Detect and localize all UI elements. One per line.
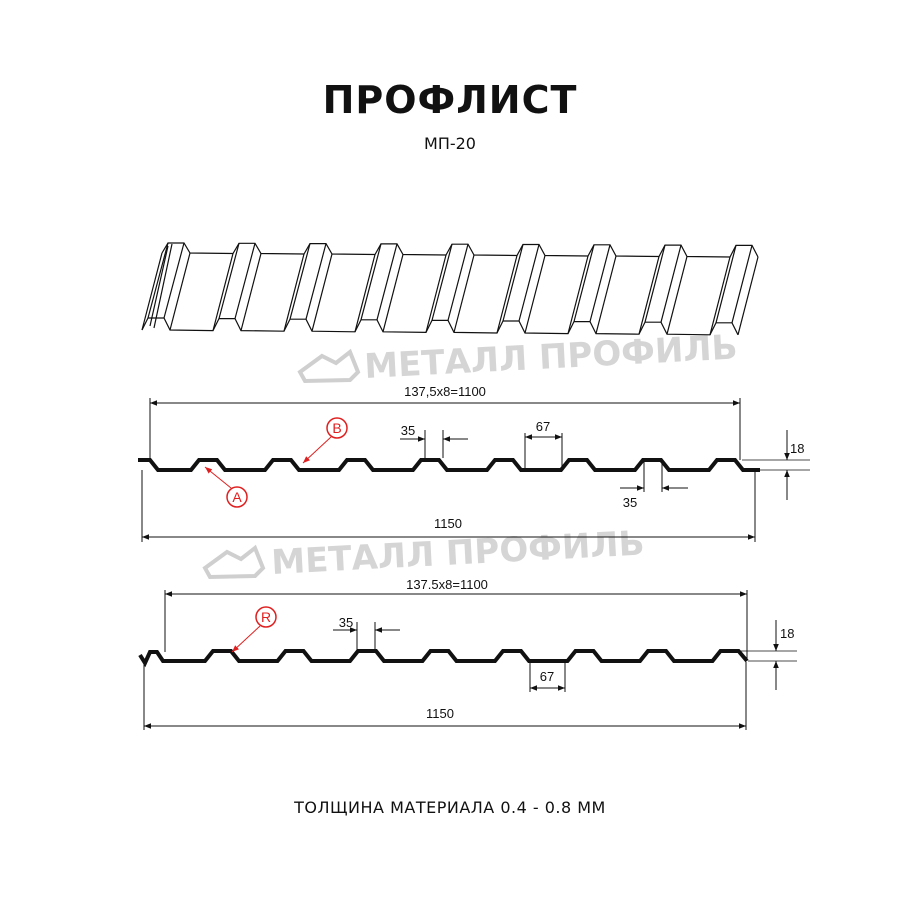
- marker-r: [255, 606, 277, 628]
- sheet-rib-line: [283, 253, 305, 332]
- sheet-3d-view: [141, 242, 759, 336]
- sheet-rib-line: [425, 254, 447, 333]
- sheet-rib-line: [737, 256, 759, 335]
- dim-18-label: 18: [790, 441, 804, 456]
- dim-35-top-label: 35: [401, 423, 415, 438]
- sheet-rib-line: [141, 252, 163, 331]
- sheet-rib-line: [169, 252, 191, 331]
- profile-r-shape: [138, 649, 749, 668]
- sheet-rib-line: [376, 243, 398, 320]
- svg-text:B: B: [332, 420, 341, 436]
- marker-a: [226, 486, 248, 508]
- svg-text:A: A: [232, 489, 242, 505]
- sheet-rib-line: [518, 244, 540, 322]
- sheet-rib-line: [573, 244, 595, 322]
- profile-ab-shape: [138, 458, 760, 472]
- sheet-rib-line: [360, 243, 382, 320]
- sheet-rib-line: [731, 245, 753, 323]
- sheet-rib-line: [218, 243, 240, 319]
- sheet-rib-line: [311, 253, 333, 332]
- watermark-middle: МЕТАЛЛ ПРОФИЛЬ: [202, 523, 645, 583]
- sheet-rib-line: [234, 243, 256, 319]
- sheet-rib-line: [715, 245, 737, 323]
- svg-text:МЕТАЛЛ ПРОФИЛЬ: МЕТАЛЛ ПРОФИЛЬ: [270, 523, 645, 582]
- dim-67-label: 67: [536, 419, 550, 434]
- sheet-rib-line: [431, 244, 453, 321]
- sheet-rib-line: [709, 256, 731, 335]
- dim-35-bottom-label: 35: [623, 495, 637, 510]
- sheet-rib-line: [382, 254, 404, 332]
- sheet-rib-line: [589, 244, 611, 322]
- sheet-rib-line: [496, 255, 518, 334]
- dim-1150-label: 1150: [434, 516, 462, 531]
- sheet-rib-line: [147, 242, 169, 319]
- svg-text:МЕТАЛЛ ПРОФИЛЬ: МЕТАЛЛ ПРОФИЛЬ: [363, 327, 738, 386]
- sheet-rib-line: [447, 244, 469, 321]
- sheet-rib-line: [289, 243, 311, 320]
- dim-1100-label: 137.5x8=1100: [406, 577, 488, 592]
- sheet-rib-line: [212, 253, 234, 331]
- profile-r: 137.5x8=1100 1150 35 67 18 R: [138, 577, 797, 730]
- dim-67-label: 67: [540, 669, 554, 684]
- sheet-rib-line: [453, 254, 475, 333]
- sheet-edge: [153, 243, 173, 329]
- sheet-rib-line: [524, 255, 546, 334]
- sheet-edge: [149, 245, 169, 327]
- svg-text:R: R: [261, 609, 271, 625]
- sheet-rib-line: [354, 254, 376, 332]
- dim-1150-label: 1150: [426, 706, 454, 721]
- sheet-rib-line: [644, 244, 666, 323]
- profile-ab: 137,5x8=1100 1150 35 67 35 18 B A: [138, 384, 810, 542]
- watermark-top: МЕТАЛЛ ПРОФИЛЬ: [297, 327, 738, 387]
- sheet-edge: [161, 242, 759, 258]
- sheet-rib-line: [305, 243, 327, 320]
- sheet-edge: [141, 317, 739, 336]
- sheet-rib-line: [502, 244, 524, 322]
- dim-18-label: 18: [780, 626, 794, 641]
- sheet-rib-line: [567, 255, 589, 334]
- page-subtitle: МП-20: [424, 134, 476, 153]
- page-title: ПРОФЛИСТ: [322, 78, 578, 122]
- sheet-rib-line: [660, 244, 682, 323]
- marker-b: [326, 417, 348, 439]
- dim-1100-label: 137,5x8=1100: [404, 384, 486, 399]
- dim-35-label: 35: [339, 615, 353, 630]
- material-thickness: ТОЛЩИНА МАТЕРИАЛА 0.4 - 0.8 ММ: [294, 798, 606, 817]
- sheet-rib-line: [666, 256, 688, 335]
- sheet-rib-line: [595, 255, 617, 334]
- sheet-rib-line: [163, 242, 185, 319]
- sheet-rib-line: [240, 253, 262, 331]
- sheet-rib-line: [638, 256, 660, 335]
